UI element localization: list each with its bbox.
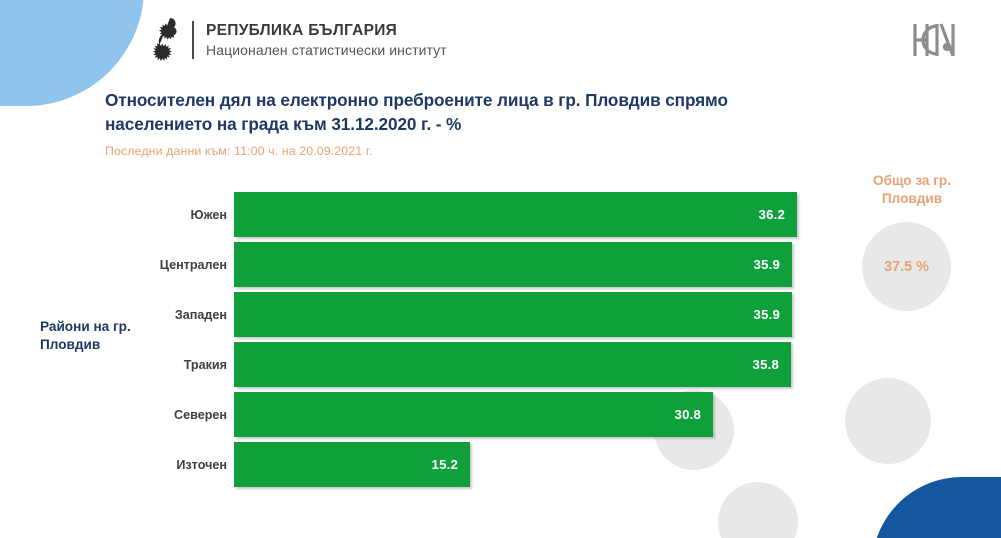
decorative-gray-circle <box>845 378 931 464</box>
decorative-gray-circle <box>718 482 798 538</box>
category-label: Западен <box>174 307 227 322</box>
bulgarian-lion-emblem-icon <box>152 18 177 62</box>
total-caption: Общо за гр. Пловдив <box>873 173 951 207</box>
chart-row: Тракия 35.8 <box>137 342 797 387</box>
bar: 15.2 <box>234 442 470 487</box>
total-badge: 37.5 % <box>862 222 951 311</box>
category-label: Източен <box>176 457 227 472</box>
bar: 30.8 <box>234 392 713 437</box>
last-updated-note: Последни данни към: 11:00 ч. на 20.09.20… <box>105 144 373 158</box>
bar-value-label: 35.8 <box>752 357 779 372</box>
header-divider <box>192 21 194 59</box>
census-2021-badge: Преброяване 2021 <box>872 477 1001 538</box>
republic-label: РЕПУБЛИКА БЪЛГАРИЯ <box>206 22 398 40</box>
category-label: Южен <box>190 207 227 222</box>
page-title: Относителен дял на електронно преброенит… <box>105 90 728 135</box>
bar: 36.2 <box>234 192 797 237</box>
chart-row: Източен 15.2 <box>137 442 797 487</box>
category-label: Тракия <box>183 357 227 372</box>
chart-row: Северен 30.8 <box>137 392 797 437</box>
institute-label: Национален статистически институт <box>206 41 447 58</box>
chart-row: Западен 35.9 <box>137 292 797 337</box>
y-axis-label: Райони на гр. Пловдив <box>40 319 131 353</box>
total-value: 37.5 % <box>884 258 929 275</box>
category-label: Централен <box>159 257 227 272</box>
bar-value-label: 35.9 <box>753 307 780 322</box>
chart-row: Южен 36.2 <box>137 192 797 237</box>
bar: 35.8 <box>234 342 791 387</box>
chart-row: Централен 35.9 <box>137 242 797 287</box>
nsi-monogram-logo-icon <box>913 23 955 57</box>
bar: 35.9 <box>234 242 792 287</box>
bar-value-label: 15.2 <box>431 457 458 472</box>
nsi-logo-dot <box>942 42 952 52</box>
bar-chart: Южен 36.2 Централен 35.9 Западен 35.9 Тракия 35… <box>137 192 797 487</box>
bar-value-label: 35.9 <box>753 257 780 272</box>
bar-value-label: 36.2 <box>758 207 785 222</box>
bar: 35.9 <box>234 292 792 337</box>
bar-value-label: 30.8 <box>674 407 701 422</box>
category-label: Северен <box>174 407 227 422</box>
institution-header: РЕПУБЛИКА БЪЛГАРИЯ Национален статистиче… <box>146 14 447 66</box>
